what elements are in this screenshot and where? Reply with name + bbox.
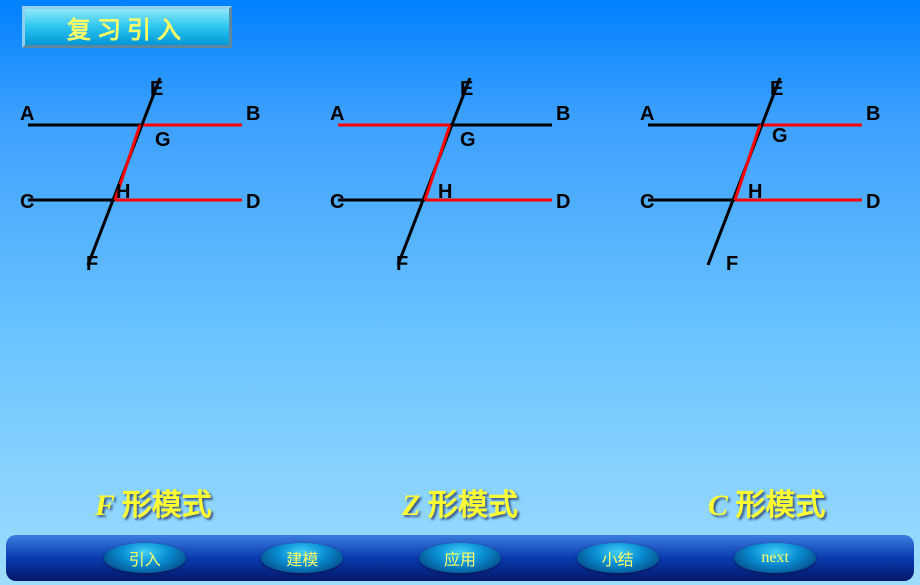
- header-title: 复习引入: [67, 10, 187, 45]
- pattern-label-Z: Z 形模式: [307, 480, 614, 524]
- svg-text:F: F: [86, 253, 98, 275]
- header-button[interactable]: 复习引入: [22, 6, 232, 48]
- nav-button[interactable]: 引入: [104, 543, 186, 573]
- diagram-area: A B C D E F G H A B C D E F G H A B C D E F G H: [0, 70, 920, 280]
- svg-text:B: B: [866, 103, 880, 125]
- svg-text:E: E: [460, 78, 473, 100]
- svg-text:D: D: [246, 191, 260, 213]
- svg-text:B: B: [556, 103, 570, 125]
- svg-text:G: G: [460, 129, 476, 151]
- nav-button[interactable]: 应用: [419, 543, 501, 573]
- nav-button[interactable]: 小结: [577, 543, 659, 573]
- nav-button[interactable]: 建模: [261, 543, 343, 573]
- svg-text:D: D: [556, 191, 570, 213]
- svg-text:H: H: [438, 181, 452, 203]
- svg-text:E: E: [770, 78, 783, 100]
- bottom-nav-bar: 引入 建模 应用 小结 next: [6, 535, 914, 581]
- pattern-label-C: C 形模式: [613, 480, 920, 524]
- svg-text:H: H: [116, 181, 130, 203]
- svg-text:A: A: [20, 103, 34, 125]
- diagram-C: A B C D E F G H: [630, 70, 900, 280]
- svg-text:C: C: [640, 191, 654, 213]
- svg-text:C: C: [330, 191, 344, 213]
- svg-text:G: G: [772, 125, 788, 147]
- svg-text:D: D: [866, 191, 880, 213]
- diagram-Z: A B C D E F G H: [320, 70, 590, 280]
- svg-text:H: H: [748, 181, 762, 203]
- diagram-F: A B C D E F G H: [10, 70, 280, 280]
- svg-text:C: C: [20, 191, 34, 213]
- svg-text:A: A: [640, 103, 654, 125]
- svg-text:F: F: [726, 253, 738, 275]
- pattern-label-F: F 形模式: [0, 480, 307, 524]
- svg-text:B: B: [246, 103, 260, 125]
- svg-text:F: F: [396, 253, 408, 275]
- svg-text:G: G: [155, 129, 171, 151]
- svg-text:A: A: [330, 103, 344, 125]
- pattern-labels-row: F 形模式Z 形模式C 形模式: [0, 480, 920, 524]
- svg-text:E: E: [150, 78, 163, 100]
- nav-button[interactable]: next: [734, 543, 816, 573]
